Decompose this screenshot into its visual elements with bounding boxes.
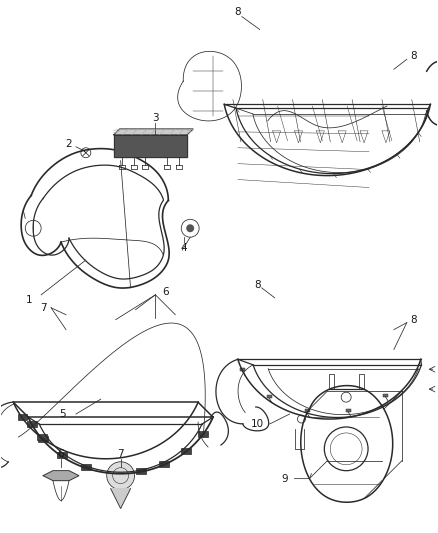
Circle shape [107,462,134,490]
Polygon shape [111,489,131,508]
Bar [38,437,48,442]
Bar [346,409,351,412]
Text: 7: 7 [40,303,46,313]
Bar [180,448,191,454]
Bar [57,453,67,458]
Polygon shape [43,471,79,481]
Bar [28,422,37,427]
Text: 1: 1 [26,295,32,305]
Circle shape [186,224,194,232]
Bar [267,394,272,398]
Bar [198,431,208,437]
Text: 10: 10 [251,419,264,429]
Text: 5: 5 [60,409,66,419]
Text: 6: 6 [162,287,169,297]
Text: 7: 7 [117,449,124,459]
Text: 8: 8 [410,51,417,61]
Polygon shape [114,135,187,157]
Bar [240,368,245,371]
Text: 9: 9 [281,474,288,483]
Text: 8: 8 [235,6,241,17]
Text: 4: 4 [181,243,187,253]
Text: 8: 8 [254,280,261,290]
Bar [109,470,119,475]
Bar [383,393,389,397]
Bar [81,464,92,470]
Bar [137,468,146,474]
Bar [37,434,47,440]
Text: 3: 3 [152,113,159,123]
Text: 2: 2 [66,139,72,149]
Text: 8: 8 [410,314,417,325]
Bar [18,414,28,420]
Bar [159,461,169,467]
Text: 6: 6 [58,449,64,459]
Bar [304,409,310,413]
Polygon shape [114,129,193,135]
